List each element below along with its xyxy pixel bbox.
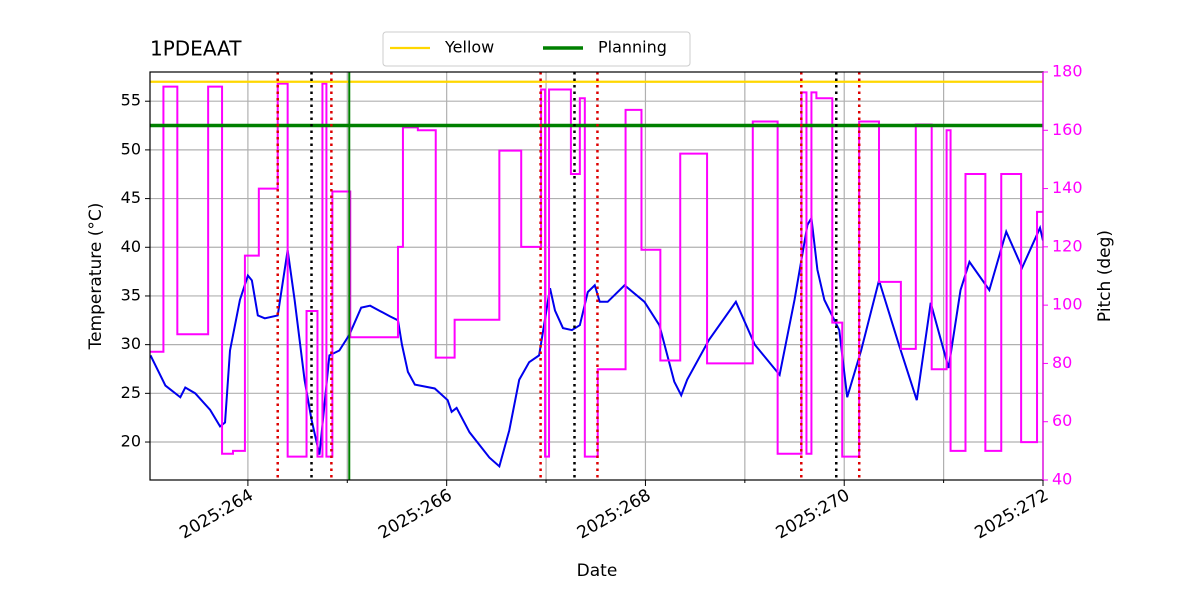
y2-tick-label: 120 bbox=[1052, 236, 1083, 255]
y-tick-label: 45 bbox=[121, 188, 141, 207]
legend-label: Planning bbox=[598, 38, 667, 57]
x-tick-label: 2025:268 bbox=[574, 485, 655, 543]
data-line bbox=[150, 82, 1043, 458]
y-axis-label: Temperature (°C) bbox=[86, 203, 106, 351]
data-line bbox=[150, 214, 1043, 469]
plot-area bbox=[150, 72, 1043, 480]
x-tick-label: 2025:270 bbox=[773, 485, 854, 543]
y-tick-label: 55 bbox=[121, 91, 141, 110]
y2-tick-label: 160 bbox=[1052, 120, 1083, 139]
y-tick-label: 50 bbox=[121, 139, 141, 158]
x-tick-label: 2025:264 bbox=[176, 485, 257, 543]
y2-tick-label: 60 bbox=[1052, 411, 1072, 430]
y-tick-label: 25 bbox=[121, 383, 141, 402]
y-tick-label: 20 bbox=[121, 432, 141, 451]
y2-tick-label: 140 bbox=[1052, 178, 1083, 197]
y2-tick-label: 100 bbox=[1052, 295, 1083, 314]
y2-tick-label: 40 bbox=[1052, 470, 1072, 489]
x-axis-label: Date bbox=[577, 561, 618, 581]
y2-tick-label: 80 bbox=[1052, 353, 1072, 372]
x-tick-label: 2025:266 bbox=[375, 485, 456, 543]
y-tick-label: 35 bbox=[121, 285, 141, 304]
y2-tick-label: 180 bbox=[1052, 62, 1083, 81]
y-tick-label: 40 bbox=[121, 237, 141, 256]
y-tick-label: 30 bbox=[121, 334, 141, 353]
legend-label: Yellow bbox=[444, 38, 494, 57]
chart-title: 1PDEAAT bbox=[150, 37, 242, 61]
legend-box bbox=[382, 31, 691, 67]
x-tick-label: 2025:272 bbox=[971, 485, 1052, 543]
y2-axis-label: Pitch (deg) bbox=[1095, 230, 1115, 322]
